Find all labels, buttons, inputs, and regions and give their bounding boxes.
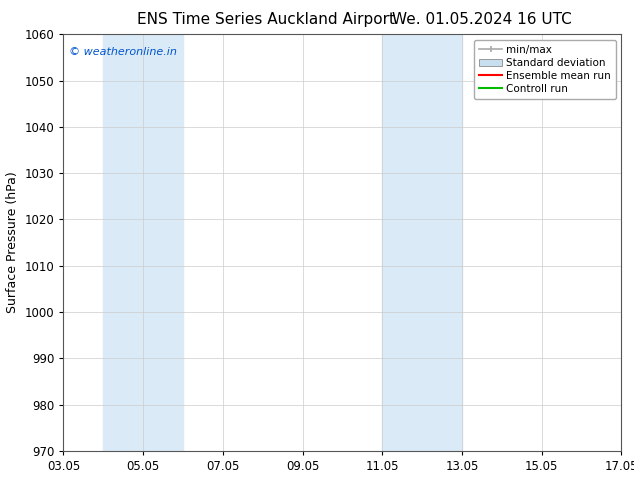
Bar [103,34,183,451]
Text: We. 01.05.2024 16 UTC: We. 01.05.2024 16 UTC [392,12,572,27]
Text: © weatheronline.in: © weatheronline.in [69,47,177,57]
Y-axis label: Surface Pressure (hPa): Surface Pressure (hPa) [6,172,19,314]
Text: ENS Time Series Auckland Airport: ENS Time Series Auckland Airport [138,12,395,27]
Legend: min/max, Standard deviation, Ensemble mean run, Controll run: min/max, Standard deviation, Ensemble me… [474,40,616,99]
Bar [382,34,462,451]
